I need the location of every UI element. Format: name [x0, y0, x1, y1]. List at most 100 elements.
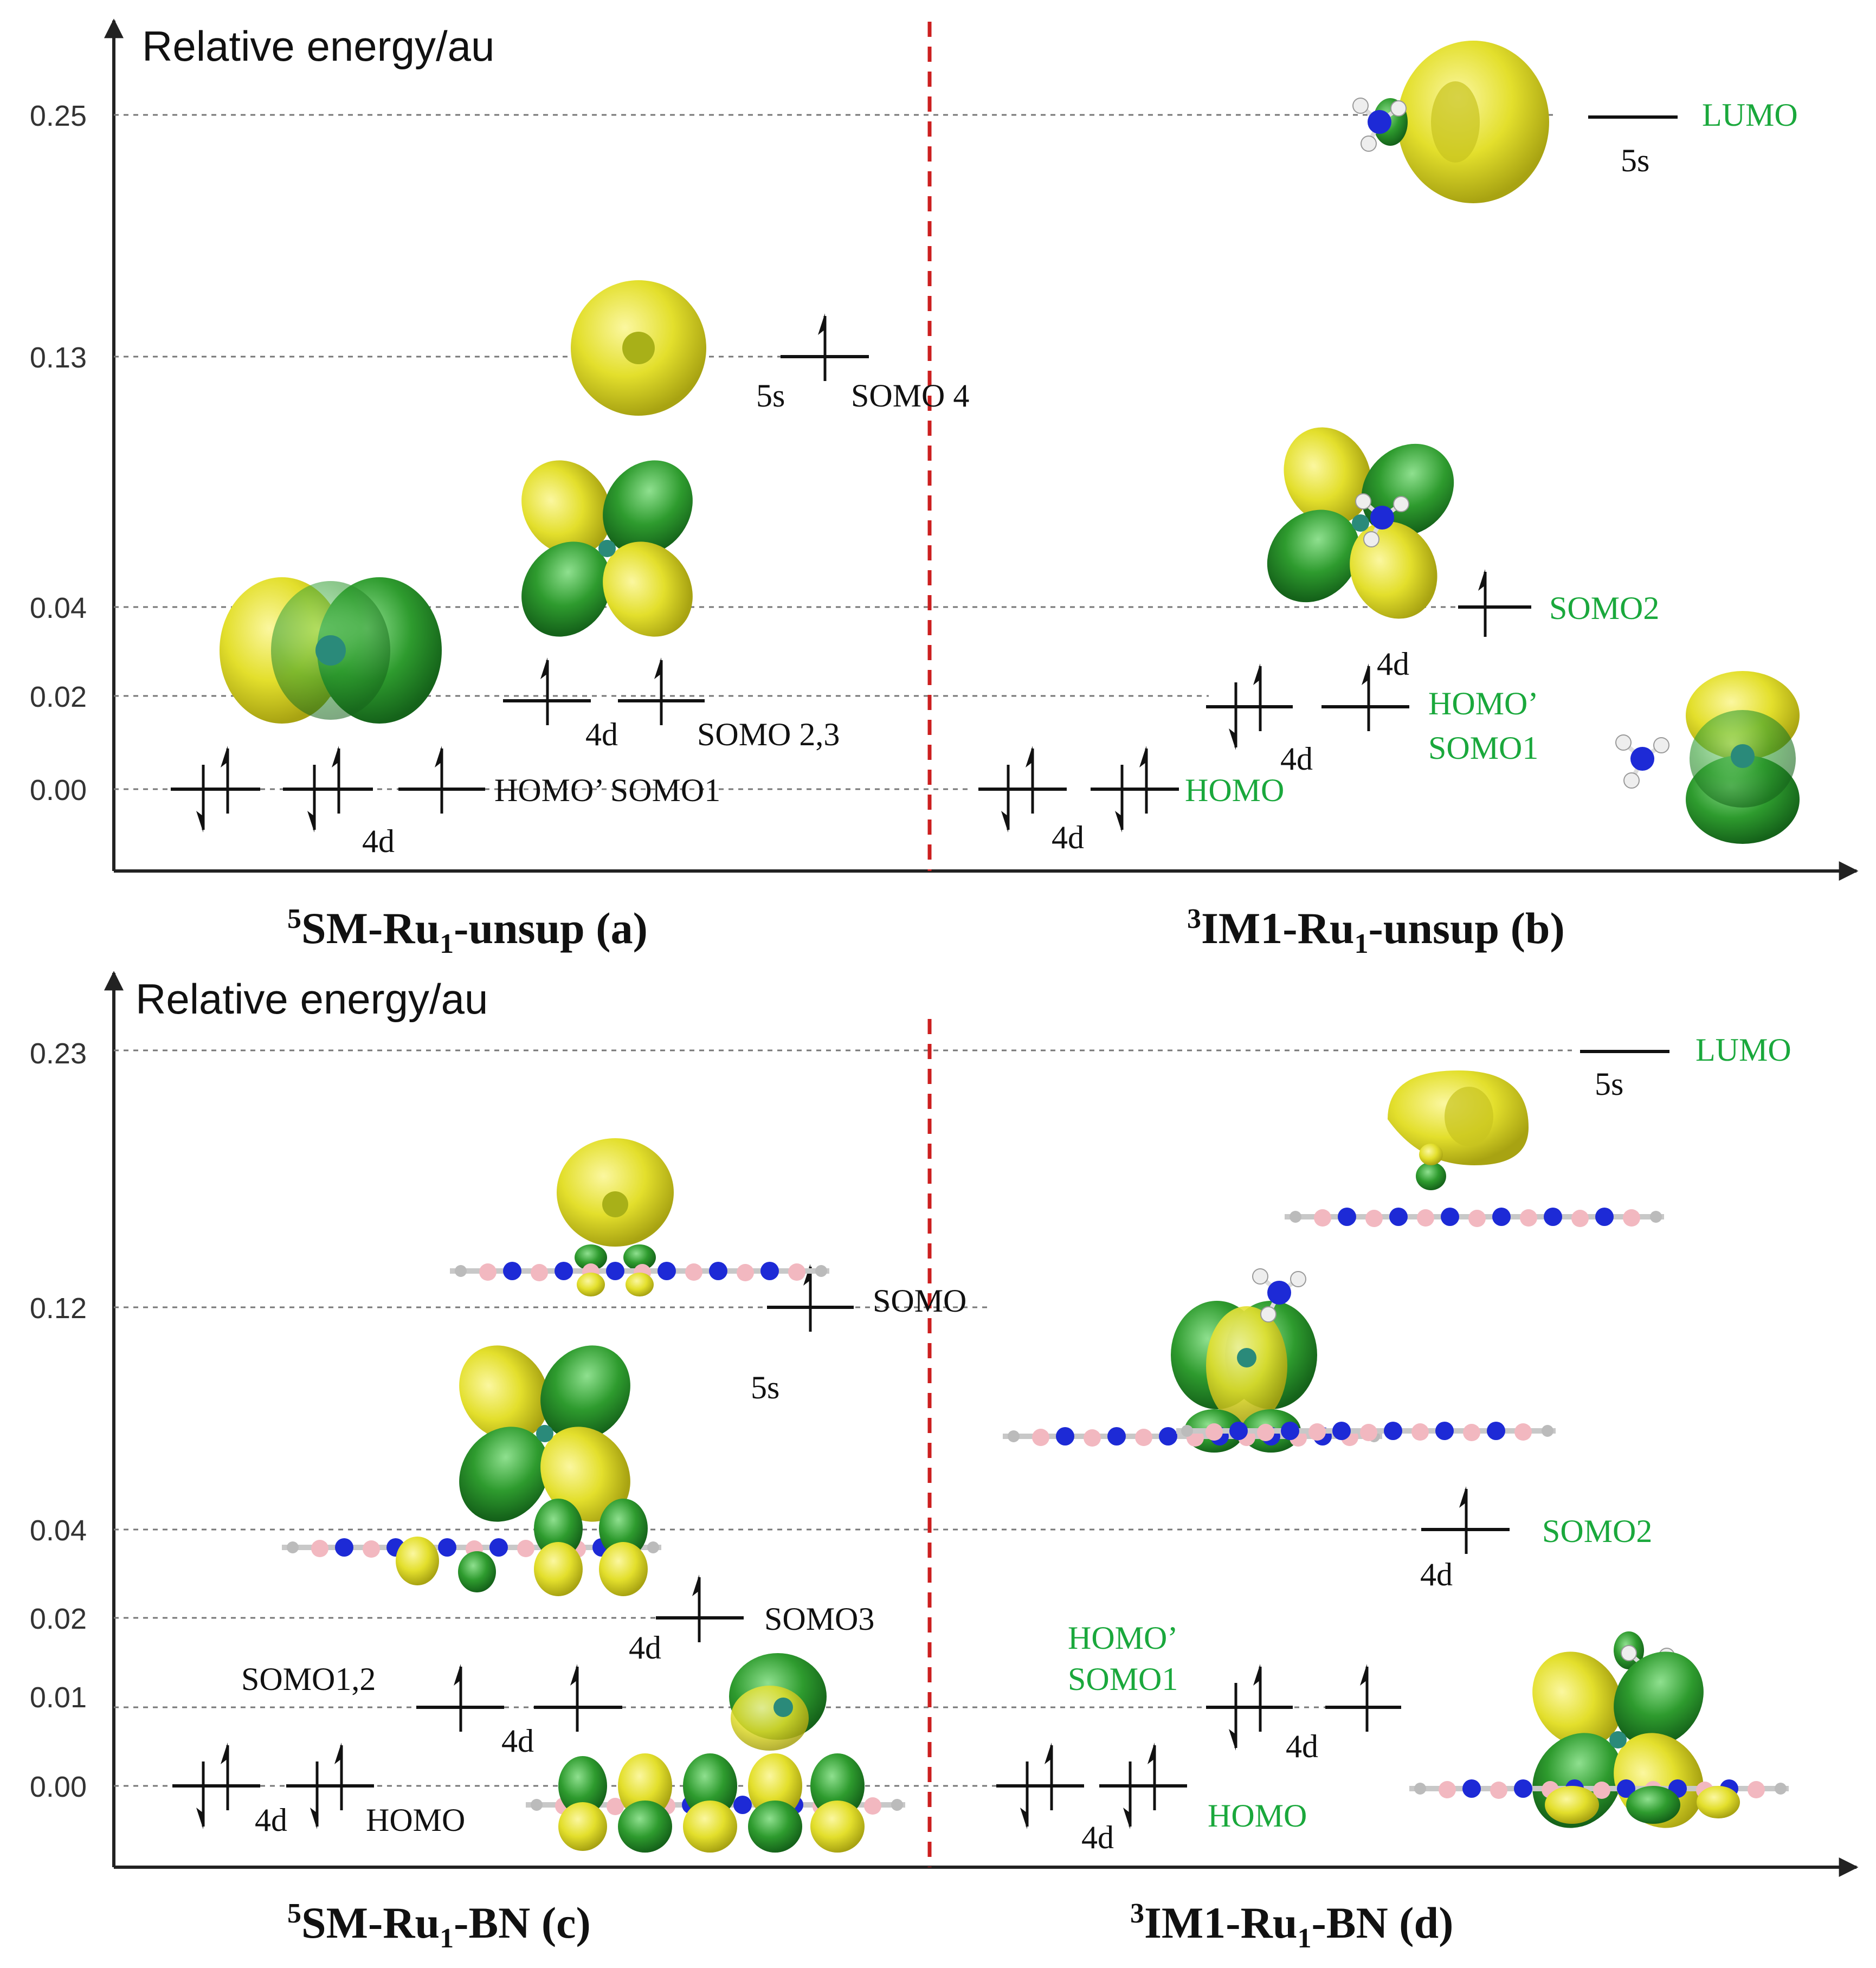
levels-a: HOMO’ SOMO1 4d 4d SOMO 2,3 5s SOMO 4	[171, 313, 969, 859]
orbital-b-lumo	[1353, 41, 1549, 203]
spin-up-arrow	[1147, 1743, 1155, 1810]
tick-label: 0.00	[30, 774, 87, 806]
label-4d: 4d	[1377, 646, 1409, 682]
tick-label: 0.01	[30, 1681, 87, 1714]
orbital-d-lumo	[1285, 1070, 1664, 1227]
levels-c: 4d HOMO SOMO1,2 4d 4d SOMO3 SOMO 5s	[172, 1264, 966, 1838]
label-4d: 4d	[362, 823, 395, 859]
spin-up-arrow	[435, 746, 442, 814]
tick-label: 0.02	[30, 681, 87, 713]
label-5s: 5s	[1621, 143, 1649, 178]
spin-up-arrow	[454, 1664, 461, 1732]
spin-up-arrow	[1360, 1664, 1367, 1732]
spin-up-arrow	[540, 657, 547, 725]
spin-down-arrow	[196, 765, 203, 833]
label-lumo: LUMO	[1702, 97, 1798, 133]
label-4d: 4d	[1280, 741, 1313, 777]
spin-up-arrow	[1139, 746, 1146, 814]
spin-down-arrow	[196, 1761, 203, 1829]
spin-down-arrow	[1123, 1761, 1130, 1829]
label-4d: 4d	[1081, 1819, 1114, 1855]
spin-down-arrow	[1115, 765, 1122, 833]
spin-up-arrow	[334, 1743, 341, 1810]
tick-label: 0.13	[30, 341, 87, 374]
top-panel: Relative energy/au 0.25 0.13 0.04 0.02 0…	[30, 18, 1859, 959]
spin-up-arrow	[570, 1664, 577, 1732]
spin-up-arrow	[1253, 1664, 1260, 1732]
spin-up-arrow	[692, 1575, 699, 1642]
label-somo23: SOMO 2,3	[697, 717, 840, 752]
label-4d: 4d	[255, 1802, 287, 1838]
spin-up-arrow	[1459, 1486, 1466, 1554]
label-5s: 5s	[751, 1370, 779, 1405]
bn-sheet	[1285, 1208, 1664, 1227]
bottom-panel: Relative energy/au 0.23 0.12 0.04 0.02 0…	[30, 971, 1859, 1954]
label-somo2: SOMO2	[1549, 590, 1659, 626]
tick-label: 0.25	[30, 100, 87, 132]
label-somo12: SOMO1,2	[241, 1661, 376, 1697]
label-4d: 4d	[1420, 1557, 1453, 1592]
spin-up-arrow	[1478, 569, 1485, 637]
tick-label: 0.23	[30, 1037, 87, 1070]
label-homo-somo1: HOMO’ SOMO1	[494, 772, 720, 808]
caption-d: 3IM1-Ru1-BN (d)	[1130, 1898, 1453, 1954]
top-y-axis-title: Relative energy/au	[142, 22, 494, 70]
tick-label: 0.04	[30, 1514, 87, 1547]
nh3-molecule	[1616, 735, 1669, 788]
spin-up-arrow	[332, 746, 339, 814]
orbital-a-clover	[503, 442, 711, 655]
orbital-a-5s	[571, 280, 706, 416]
label-4d: 4d	[1052, 820, 1084, 855]
orbital-a-dz	[220, 577, 442, 724]
spin-down-arrow	[310, 1761, 317, 1829]
spin-up-arrow	[654, 657, 661, 725]
label-4d: 4d	[585, 717, 618, 752]
label-somo3: SOMO3	[764, 1601, 874, 1637]
label-4d: 4d	[501, 1723, 534, 1759]
bottom-y-axis-title: Relative energy/au	[136, 975, 488, 1023]
levels-b: HOMO 4d 4d 4d HOMO’ SOMO1 SOMO2 LUMO 5s	[978, 97, 1798, 855]
label-homo: HOMO	[1208, 1798, 1307, 1834]
orbital-b-somo2	[1240, 401, 1481, 646]
spin-up-arrow	[1253, 663, 1260, 731]
label-homo-prime: HOMO’	[1068, 1620, 1178, 1656]
caption-a: 5SM-Ru1-unsup (a)	[287, 904, 648, 959]
spin-down-arrow	[1229, 1683, 1236, 1751]
label-homo: HOMO	[1185, 772, 1284, 808]
label-4d: 4d	[629, 1630, 661, 1666]
spin-down-arrow	[307, 765, 314, 833]
label-4d: 4d	[1286, 1728, 1318, 1764]
tick-label: 0.00	[30, 1771, 87, 1803]
tick-label: 0.02	[30, 1603, 87, 1635]
spin-down-arrow	[1229, 682, 1236, 750]
tick-label: 0.12	[30, 1292, 87, 1325]
label-somo: SOMO	[873, 1283, 966, 1319]
spin-up-arrow	[1026, 746, 1033, 814]
label-somo2: SOMO2	[1542, 1513, 1652, 1549]
label-lumo: LUMO	[1696, 1032, 1791, 1068]
caption-c: 5SM-Ru1-BN (c)	[287, 1898, 591, 1954]
label-somo4: SOMO 4	[851, 378, 969, 414]
orbital-d-somo2	[1003, 1269, 1556, 1453]
spin-down-arrow	[1001, 765, 1008, 833]
levels-d: 4d HOMO 4d HOMO’ SOMO1 4d SOMO2 LUMO 5s	[996, 1032, 1791, 1855]
label-5s: 5s	[756, 378, 785, 414]
label-5s: 5s	[1595, 1066, 1623, 1102]
orbital-d-homo	[1409, 1631, 1789, 1846]
label-somo1: SOMO1	[1428, 730, 1538, 766]
orbital-c-homo	[526, 1653, 905, 1853]
tick-label: 0.04	[30, 592, 87, 624]
orbital-c-5s	[450, 1138, 829, 1296]
spin-up-arrow	[1362, 663, 1369, 731]
orbital-c-somo3	[282, 1327, 661, 1596]
spin-down-arrow	[1020, 1761, 1027, 1829]
spin-up-arrow	[1045, 1743, 1052, 1810]
spin-up-arrow	[221, 746, 228, 814]
label-homo-prime: HOMO’	[1428, 686, 1538, 721]
spin-up-arrow	[818, 313, 825, 381]
bn-sheet	[1176, 1422, 1556, 1441]
spin-up-arrow	[221, 1743, 228, 1810]
orbital-b-homo	[1616, 671, 1800, 844]
caption-b: 3IM1-Ru1-unsup (b)	[1187, 904, 1565, 959]
